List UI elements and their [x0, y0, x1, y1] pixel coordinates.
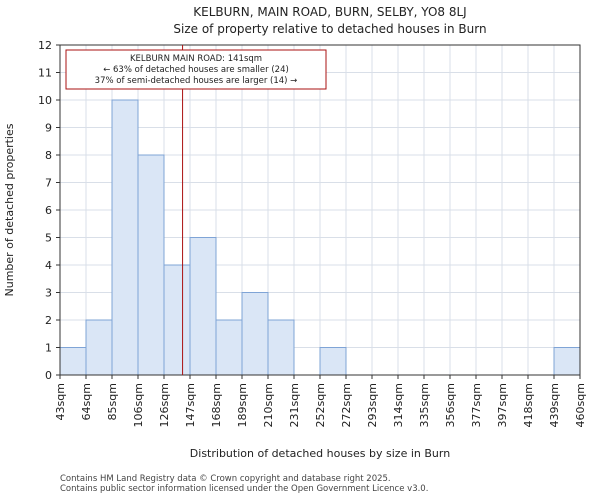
- x-axis-ticks: 43sqm 64sqm 85sqm 106sqm 126sqm 147sqm 168sqm 1…: [54, 375, 587, 427]
- histogram-bar: [319, 347, 347, 376]
- histogram-bar: [189, 237, 217, 376]
- histogram-bar: [137, 154, 165, 376]
- x-tick-label: 147sqm: [184, 383, 197, 427]
- x-tick-label: 272sqm: [340, 383, 353, 427]
- x-tick-label: 210sqm: [262, 383, 275, 427]
- x-tick-label: 314sqm: [392, 383, 405, 427]
- y-tick-label: 9: [45, 122, 52, 135]
- y-tick-label: 5: [45, 232, 52, 245]
- y-tick-label: 6: [45, 204, 52, 217]
- footer-licence: Contains public sector information licen…: [60, 484, 429, 494]
- x-tick-label: 252sqm: [314, 383, 327, 427]
- x-tick-label: 460sqm: [574, 383, 587, 427]
- y-tick-label: 11: [38, 67, 52, 80]
- chart-subtitle: Size of property relative to detached ho…: [173, 22, 486, 36]
- histogram-bar: [59, 347, 87, 376]
- x-tick-label: 85sqm: [106, 383, 119, 420]
- x-tick-label: 106sqm: [132, 383, 145, 427]
- annotation-line: ← 63% of detached houses are smaller (24…: [103, 65, 289, 75]
- histogram-bar: [163, 264, 191, 376]
- x-tick-label: 377sqm: [470, 383, 483, 427]
- x-tick-label: 335sqm: [418, 383, 431, 427]
- x-axis-label: Distribution of detached houses by size …: [190, 447, 450, 460]
- bars: [59, 99, 581, 376]
- y-axis-label: Number of detached properties: [3, 123, 16, 296]
- y-tick-label: 0: [45, 369, 52, 382]
- x-tick-label: 397sqm: [496, 383, 509, 427]
- y-tick-label: 1: [45, 342, 52, 355]
- x-tick-label: 293sqm: [366, 383, 379, 427]
- chart-title: KELBURN, MAIN ROAD, BURN, SELBY, YO8 8LJ: [193, 5, 466, 19]
- annotation-box: [65, 49, 327, 90]
- x-tick-label: 439sqm: [548, 383, 561, 427]
- annotation-text: KELBURN MAIN ROAD: 141sqm← 63% of detach…: [95, 54, 298, 86]
- y-tick-label: 10: [38, 94, 52, 107]
- y-tick-label: 8: [45, 149, 52, 162]
- annotation-line: 37% of semi-detached houses are larger (…: [95, 76, 298, 86]
- histogram-bar: [553, 347, 581, 376]
- y-tick-label: 4: [45, 259, 52, 272]
- x-tick-label: 126sqm: [158, 383, 171, 427]
- histogram-bar: [215, 319, 243, 376]
- x-tick-label: 356sqm: [444, 383, 457, 427]
- histogram-bar: [267, 319, 295, 376]
- x-tick-label: 231sqm: [288, 383, 301, 427]
- x-tick-label: 168sqm: [210, 383, 223, 427]
- x-tick-label: 189sqm: [236, 383, 249, 427]
- y-tick-label: 3: [45, 287, 52, 300]
- histogram-bar: [111, 99, 139, 376]
- histogram-bar: [241, 292, 269, 376]
- x-tick-label: 418sqm: [522, 383, 535, 427]
- x-tick-label: 43sqm: [54, 383, 67, 420]
- footer-copyright: Contains HM Land Registry data © Crown c…: [60, 474, 391, 484]
- histogram-bar: [85, 319, 113, 376]
- annotation-line: KELBURN MAIN ROAD: 141sqm: [130, 54, 262, 64]
- y-tick-label: 7: [45, 177, 52, 190]
- x-tick-label: 64sqm: [80, 383, 93, 420]
- y-tick-label: 2: [45, 314, 52, 327]
- y-tick-label: 12: [38, 39, 52, 52]
